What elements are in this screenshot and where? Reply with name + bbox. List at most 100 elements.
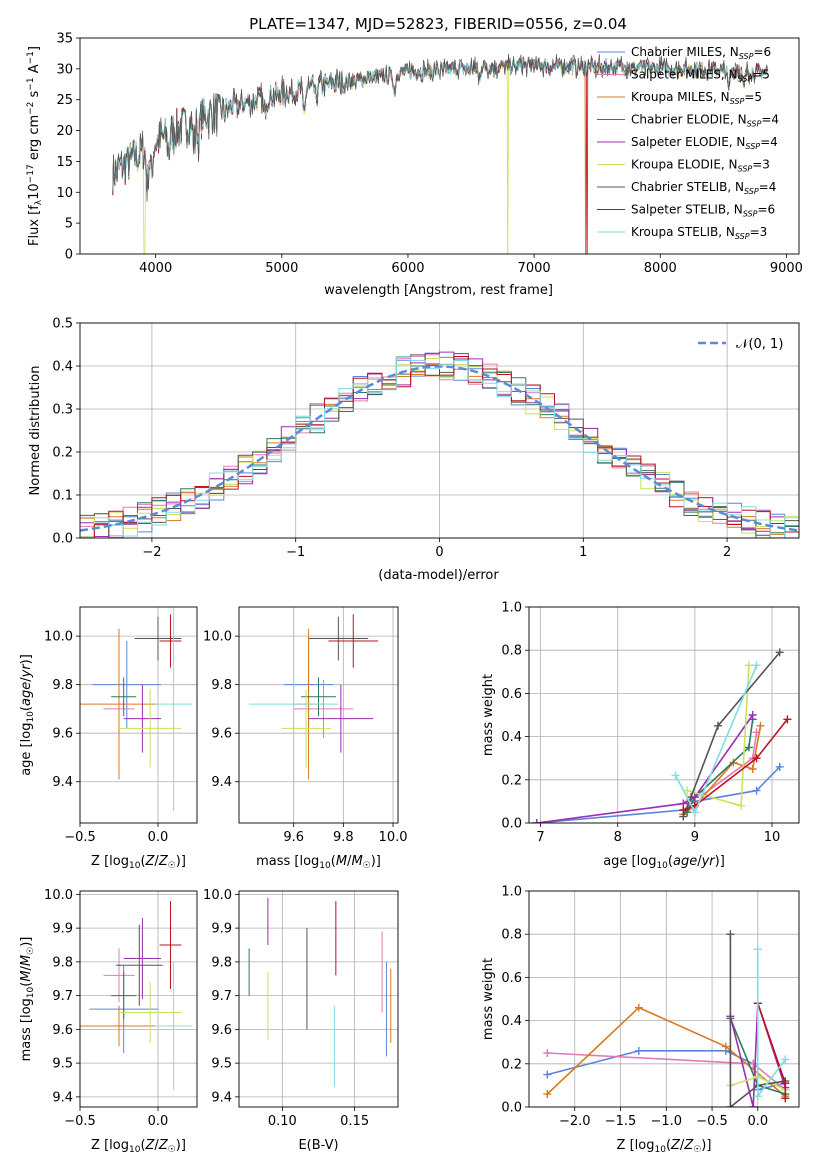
x-tick-label: 10.0 <box>379 830 408 845</box>
plot-area <box>80 901 193 1091</box>
x-tick-label: −1.5 <box>605 1114 637 1129</box>
data-point <box>752 754 761 763</box>
legend-label: Kroupa MILES, NSSP=5 <box>631 90 762 106</box>
plot-area <box>80 351 799 538</box>
legend-label: Chabrier ELODIE, NSSP=4 <box>631 113 779 129</box>
figure-title: PLATE=1347, MJD=52823, FIBERID=0556, z=0… <box>249 15 627 33</box>
errorbar-kroupa-miles <box>80 1005 158 1047</box>
data-point <box>783 715 792 724</box>
errorbar-chabrier-stelib <box>134 616 182 661</box>
legend-label: Kroupa ELODIE, NSSP=3 <box>631 158 770 174</box>
errorbar-kroupa-stelib <box>248 607 339 811</box>
normal-curve <box>80 365 799 532</box>
y-tick-label: 9.4 <box>211 1090 232 1105</box>
y-tick-label: 0.6 <box>501 971 522 986</box>
errorbar-salpeter-stelib <box>328 614 379 668</box>
data-point <box>726 1103 735 1107</box>
y-axis-label: mass [log10(M/M☉)] <box>19 937 36 1062</box>
panel-mass_vs_Z: −0.5 0.0 9.4 9.5 9.6 9.7 9.8 9.9 10.0 Z [log10(Z/… <box>19 888 198 1155</box>
x-tick-label: −1 <box>286 545 305 560</box>
y-axis-label: mass weight <box>481 958 496 1040</box>
x-tick-label: 6000 <box>391 261 424 276</box>
errorbar-salpeter-miles <box>103 948 135 1003</box>
y-tick-label: 0.4 <box>501 730 522 745</box>
plot-area <box>248 897 392 1087</box>
errorbar-chabrier-elodie <box>301 677 336 717</box>
y-tick-label: 35 <box>56 32 73 47</box>
x-tick-label: −1.0 <box>650 1114 682 1129</box>
x-tick-label: 9000 <box>770 261 803 276</box>
y-tick-label: 9.8 <box>211 955 232 970</box>
x-tick-label: 2 <box>723 545 731 560</box>
data-point <box>781 1094 790 1103</box>
x-tick-label: −2.0 <box>559 1114 591 1129</box>
data-point <box>737 801 746 810</box>
x-tick-label: 0.10 <box>268 1114 297 1129</box>
errorbar-chabrier-elodie <box>111 677 137 717</box>
errorbar-chabrier-elodie <box>111 972 137 1020</box>
data-point <box>775 648 784 657</box>
x-tick-label: 8000 <box>644 261 677 276</box>
data-point <box>752 786 761 795</box>
data-point <box>748 765 757 773</box>
data-point <box>744 661 753 670</box>
x-tick-label: −0.5 <box>696 1114 728 1129</box>
spectrum-line-data <box>112 53 768 202</box>
y-tick-label: 0.0 <box>501 1101 522 1116</box>
data-point <box>690 808 699 817</box>
y-tick-label: 20 <box>56 124 73 139</box>
plot-area <box>80 607 193 811</box>
legend-label: Chabrier STELIB, NSSP=4 <box>631 180 776 196</box>
errorbar-chabrier-stelib <box>308 616 369 661</box>
x-tick-label: 10 <box>764 830 781 845</box>
plot-area <box>532 648 792 823</box>
data-point <box>543 1090 552 1099</box>
y-tick-label: 9.5 <box>211 1057 232 1072</box>
x-tick-label: −0.5 <box>64 1114 96 1129</box>
panel-age_vs_Z: −0.5 0.0 9.4 9.6 9.8 10.0 Z [log10(Z/Z☉)] age [… <box>19 606 198 871</box>
y-tick-label: 0.2 <box>501 1057 522 1072</box>
series-line <box>536 714 754 823</box>
x-tick-label: 0.15 <box>340 1114 369 1129</box>
y-tick-label: 10.0 <box>203 630 232 645</box>
errorbar-kroupa-stelib <box>154 961 193 1091</box>
x-tick-label: 9 <box>691 830 699 845</box>
errorbar-salpeter-elodie <box>123 684 162 753</box>
y-tick-label: 15 <box>56 155 73 170</box>
y-tick-label: 9.4 <box>52 775 73 790</box>
y-tick-label: 0.8 <box>501 644 522 659</box>
x-tick-label: 8 <box>614 830 622 845</box>
data-point <box>775 762 784 771</box>
x-tick-label: 0 <box>435 545 443 560</box>
x-axis-label: E(B-V) <box>298 1138 338 1153</box>
errorbar-salpeter-stelib <box>159 614 182 668</box>
series-line <box>683 718 789 811</box>
y-tick-label: 0.3 <box>52 403 73 418</box>
y-tick-label: 9.5 <box>52 1057 73 1072</box>
y-tick-label: 0.4 <box>501 1014 522 1029</box>
data-point <box>671 771 680 780</box>
data-point <box>634 1046 643 1055</box>
y-tick-label: 10.0 <box>203 888 232 903</box>
axes-frame <box>528 890 800 1108</box>
x-tick-label: 7000 <box>518 261 551 276</box>
errorbar-kroupa-elodie <box>119 689 182 768</box>
series-salpeter-elodie <box>532 711 757 823</box>
x-axis-label: mass [log10(M/M☉)] <box>256 854 381 871</box>
panel-weight_vs_Z: −2.0 −1.5 −1.0 −0.5 0.0 0.0 0.2 0.4 0.6 0.8 1.0 Z [… <box>481 885 800 1155</box>
y-tick-label: 1.0 <box>501 885 522 900</box>
x-tick-label: −2 <box>142 545 161 560</box>
y-tick-label: 9.9 <box>211 922 232 937</box>
axes-frame <box>79 606 198 824</box>
data-point <box>721 1042 730 1051</box>
x-axis-label: age [log10(age/yr)] <box>603 854 725 871</box>
errorbar-salpeter-miles <box>293 679 354 739</box>
y-tick-label: 0.4 <box>52 360 73 375</box>
plot-area <box>112 53 768 254</box>
y-tick-label: 0.0 <box>501 817 522 832</box>
x-tick-label: 0.0 <box>148 1114 169 1129</box>
legend-label: Kroupa STELIB, NSSP=3 <box>631 225 767 241</box>
x-tick-label: −0.5 <box>64 830 96 845</box>
y-tick-label: 9.6 <box>52 727 73 742</box>
y-tick-label: 0.2 <box>501 773 522 788</box>
